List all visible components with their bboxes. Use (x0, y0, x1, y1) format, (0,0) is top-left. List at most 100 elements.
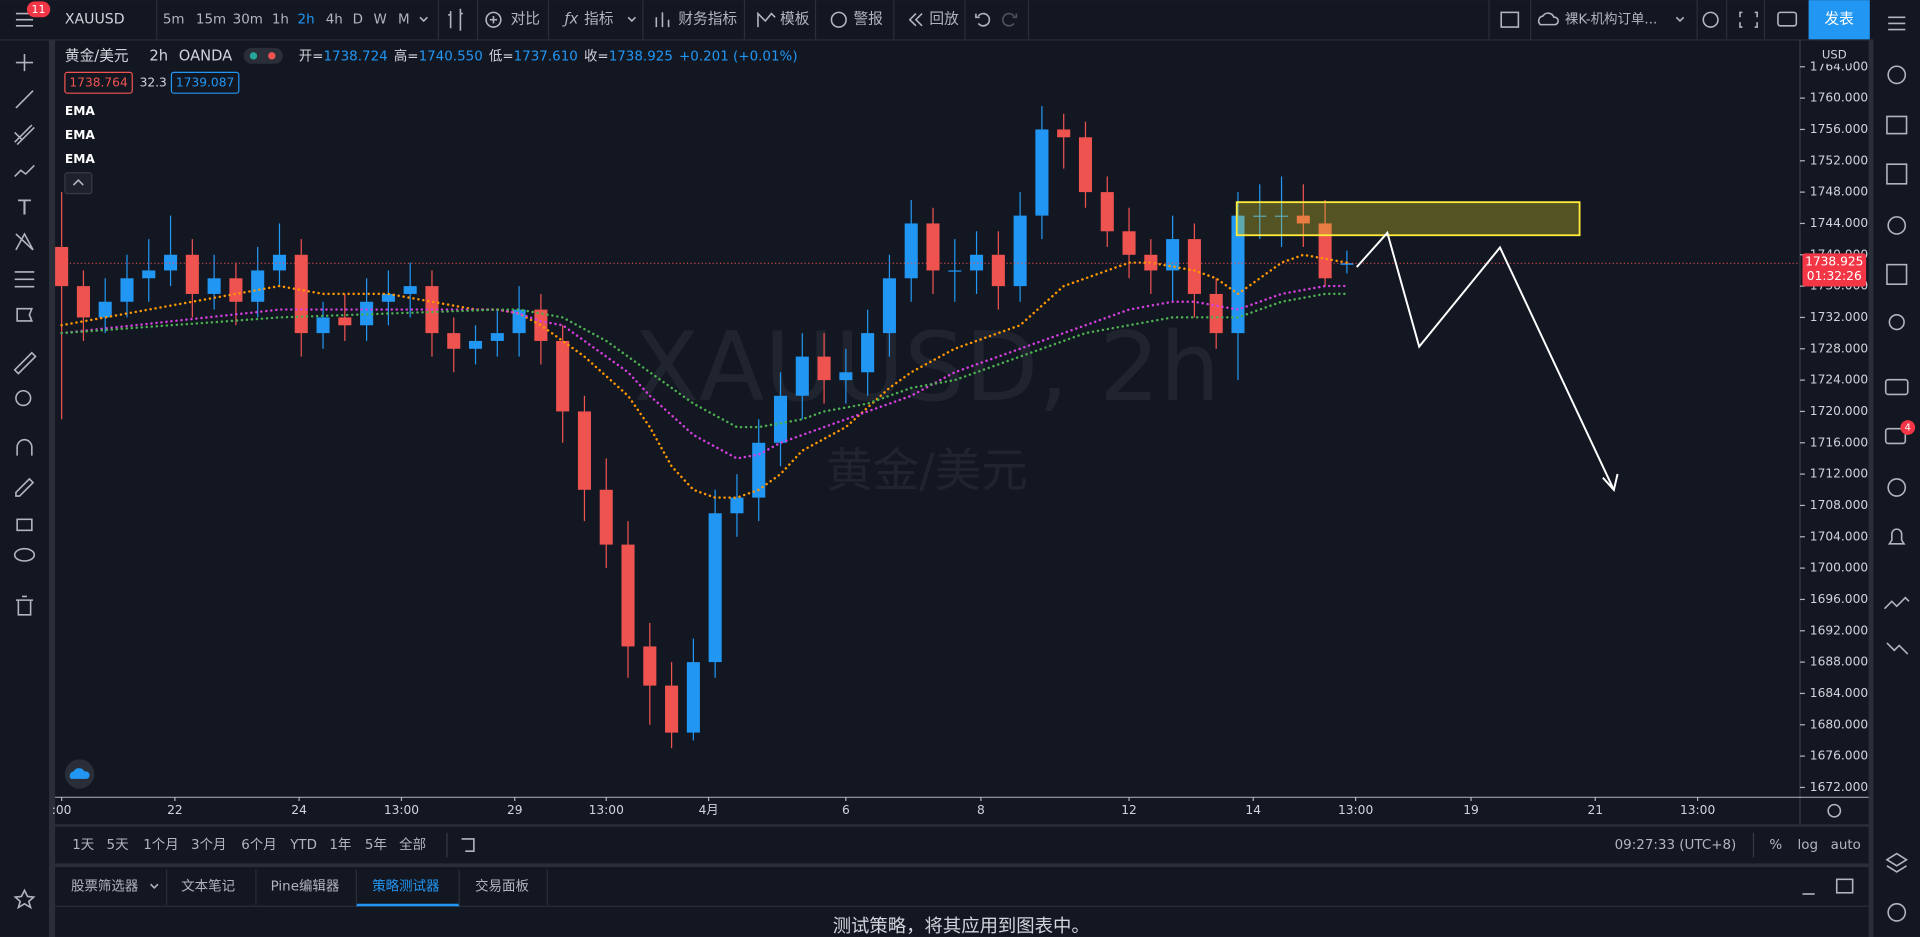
redo[interactable] (1002, 12, 1018, 27)
chat[interactable] (1884, 378, 1909, 396)
range-button[interactable]: 全部 (399, 836, 426, 853)
interval[interactable]: 4h (326, 13, 343, 28)
notifications[interactable] (1887, 528, 1906, 545)
maximize-panel[interactable] (1835, 878, 1854, 894)
streams[interactable] (1887, 478, 1907, 497)
trading[interactable] (1883, 596, 1910, 610)
crosshair-tool[interactable] (15, 54, 34, 72)
candle-body (1275, 215, 1289, 217)
delete-tool[interactable] (15, 595, 34, 616)
dom[interactable] (1886, 642, 1909, 655)
range-button[interactable]: 1年 (329, 837, 351, 853)
interval[interactable]: 30m (233, 13, 263, 28)
collapse-legend[interactable] (64, 172, 93, 195)
candle-body (1078, 137, 1093, 193)
goto-date[interactable] (461, 838, 475, 852)
private-chat[interactable] (1884, 427, 1907, 445)
range-button[interactable]: 3个月 (191, 837, 226, 853)
layout-dropdown[interactable] (1675, 16, 1685, 23)
panel-tab[interactable]: 交易面板 (475, 878, 529, 895)
interval[interactable]: 2h (298, 13, 315, 28)
interval[interactable]: M (398, 13, 410, 28)
interval[interactable]: W (373, 13, 386, 28)
chart-style[interactable] (448, 8, 463, 31)
candle-body (970, 254, 984, 271)
layout-toggle[interactable] (1500, 11, 1520, 28)
icon-tool[interactable] (16, 307, 34, 322)
range-button[interactable]: YTD (289, 838, 317, 853)
toolbar-button[interactable]: 财务指标 (678, 11, 737, 28)
lock-tool[interactable] (16, 518, 33, 532)
panel-tab[interactable]: 股票筛选器 (71, 879, 139, 895)
pattern2-tool[interactable] (15, 232, 34, 251)
panel-tab[interactable]: 策略测试器 (372, 878, 440, 895)
undo[interactable] (975, 12, 991, 27)
x-tick-label: :00 (52, 803, 72, 817)
indicator-dropdown[interactable] (627, 16, 637, 23)
sidebar-icons: 4 (1883, 16, 1916, 922)
news[interactable] (1886, 115, 1908, 135)
layout-name[interactable]: 裸K-机构订单... (1565, 12, 1657, 28)
fib-tool[interactable] (14, 124, 35, 146)
scale-option[interactable]: log (1798, 838, 1819, 853)
settings[interactable] (1702, 11, 1719, 28)
interval-dropdown[interactable] (419, 16, 428, 23)
axis-settings[interactable] (1827, 803, 1842, 818)
symbol-search[interactable]: XAUUSD (65, 12, 125, 28)
layers[interactable] (1885, 852, 1909, 873)
ruler-tool[interactable] (13, 351, 37, 375)
range-button[interactable]: 5天 (107, 838, 129, 853)
y-tick-label: 1672.000 (1810, 780, 1868, 794)
range-button[interactable]: 1个月 (143, 837, 178, 853)
favorites[interactable] (13, 888, 36, 910)
panel-tab[interactable]: 文本笔记 (181, 879, 235, 895)
panel-tab[interactable]: Pine编辑器 (271, 879, 340, 895)
watchlist[interactable] (1888, 16, 1906, 31)
calendar[interactable] (1886, 263, 1908, 286)
toolbar-button[interactable]: 指标 (584, 11, 614, 28)
range-button[interactable]: 1天 (72, 838, 94, 853)
projection-path[interactable] (1356, 230, 1619, 492)
interval[interactable]: 15m (196, 13, 226, 28)
zoom-tool[interactable] (15, 389, 32, 407)
candle-body (991, 254, 1005, 287)
data-window[interactable] (1886, 163, 1908, 185)
y-tick-label: 1728.000 (1810, 341, 1868, 355)
alerts[interactable] (1887, 65, 1907, 85)
range-button[interactable]: 6个月 (241, 837, 276, 853)
candle-body (316, 317, 330, 334)
y-tick-label: 1732.000 (1810, 310, 1868, 324)
y-tick-label: 1744.000 (1810, 216, 1868, 230)
scale-option[interactable]: % (1769, 838, 1782, 853)
scale-option[interactable]: auto (1831, 838, 1861, 853)
zone-rectangle[interactable] (1235, 201, 1581, 237)
prediction-tool[interactable] (14, 271, 35, 288)
x-tick-label: 13:00 (1680, 803, 1715, 817)
help[interactable] (1887, 903, 1907, 922)
pattern-tool[interactable] (14, 164, 35, 178)
fullscreen[interactable] (1739, 11, 1758, 28)
toolbar-button[interactable]: 警报 (853, 11, 883, 28)
trendline-tool[interactable] (15, 90, 34, 109)
hide-tool[interactable] (13, 547, 36, 562)
ideas[interactable] (1888, 314, 1905, 331)
range-button[interactable]: 5年 (365, 837, 387, 853)
candle-body (948, 270, 962, 272)
toolbar-button[interactable]: 模板 (780, 10, 810, 28)
magnet-tool[interactable] (16, 439, 33, 456)
last-price: 1738.925 (1805, 254, 1863, 268)
ask-price: 1739.087 (176, 75, 234, 89)
interval[interactable]: D (353, 13, 363, 28)
interval[interactable]: 5m (163, 13, 185, 28)
publish-button[interactable] (1808, 0, 1870, 40)
interval[interactable]: 1h (272, 13, 289, 28)
ohlc-label: 开= (299, 49, 324, 64)
toolbar-button[interactable]: 回放 (929, 11, 959, 28)
tab-dropdown[interactable] (150, 883, 159, 890)
candle-body (490, 333, 504, 341)
snapshot[interactable] (1777, 11, 1798, 27)
draw-mode[interactable] (15, 477, 35, 497)
hotlist[interactable] (1887, 216, 1907, 235)
toolbar-button[interactable]: 对比 (511, 11, 540, 28)
text-tool[interactable]: T (17, 195, 31, 219)
